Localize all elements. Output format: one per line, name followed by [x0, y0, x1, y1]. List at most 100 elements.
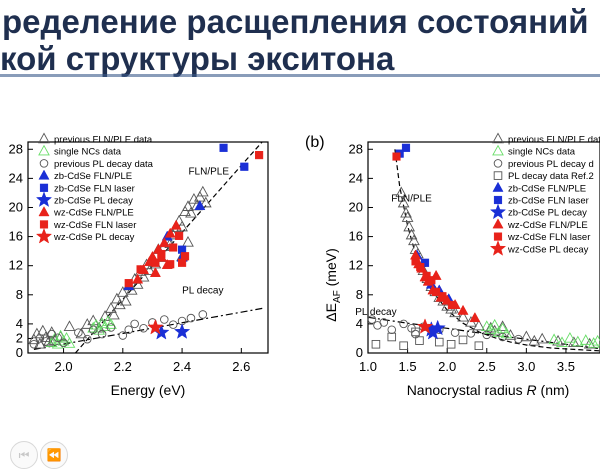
panel-1-data-point	[182, 235, 194, 247]
panel-2-data-point	[504, 329, 517, 340]
panel-1-y-tick-label: 24	[9, 170, 23, 185]
panel-1-legend-marker	[38, 144, 50, 156]
panel-1-legend-label: previous PL decay data	[54, 159, 154, 170]
panel-1-data-point	[111, 292, 123, 304]
panel-1-data-point	[193, 190, 206, 202]
panel-2-panel-label: (b)	[305, 134, 325, 151]
panel-1-data-point	[147, 318, 164, 335]
panel-2-y-tick-label: 20	[349, 199, 363, 214]
panel-2-data-point	[488, 318, 501, 330]
panel-1-legend-marker	[38, 132, 50, 144]
panel-1-legend-marker	[35, 191, 53, 207]
panel-1-data-point	[29, 339, 39, 349]
panel-2-x-axis-label: Nanocrystal radius R (nm)	[407, 382, 570, 398]
panel-1-data-point	[118, 331, 128, 340]
panel-1-data-point	[168, 320, 178, 329]
panel-2-data-point	[457, 310, 469, 322]
panel-1-data-point	[137, 270, 150, 282]
skip-back-icon[interactable]: ⏪	[40, 441, 68, 469]
panel-2-legend-label: zb-CdSe FLN laser	[508, 196, 589, 207]
panel-2-x-tick-label: 2.0	[438, 359, 456, 374]
panel-1-data-point	[60, 331, 73, 343]
panel-2-data-point	[399, 319, 408, 329]
panel-1-x-tick-label: 2.6	[232, 359, 250, 374]
slide-title-line-2: кой структуры экситона	[0, 40, 395, 77]
panel-2-data-point	[403, 220, 416, 232]
panel-2-data-point	[466, 329, 476, 338]
panel-1-data-point	[88, 325, 98, 334]
panel-1-data-point	[74, 328, 83, 337]
slide-title: ределение расщепления состояний кой стру…	[0, 0, 600, 78]
panel-2-legend-marker	[489, 240, 507, 256]
panel-1-data-point	[240, 162, 249, 171]
panel-1-annotation: PL decay	[182, 285, 223, 296]
panel-2-legend-label: single NCs data	[508, 147, 576, 158]
panel-2-x-tick-label: 1.5	[399, 359, 417, 374]
panel-1-data-point	[108, 308, 120, 320]
panel-1-data-point	[105, 302, 117, 313]
panel-2-data-point	[387, 325, 397, 334]
panel-2-y-tick-label: 4	[356, 316, 363, 331]
panel-2-legend-marker	[493, 159, 503, 168]
panel-2-data-point	[583, 337, 596, 349]
panel-2-x-tick-label: 2.5	[478, 359, 496, 374]
panel-1-data-point	[157, 249, 166, 259]
panel-2-data-point	[367, 315, 377, 324]
panel-1-data-point	[119, 294, 132, 306]
panel-2-data-point	[416, 263, 425, 272]
panel-2-y-tick-label: 0	[356, 345, 363, 360]
panel-2-data-point	[392, 152, 401, 161]
panel-2-legend-marker	[492, 132, 504, 144]
panel-1-data-point	[158, 237, 170, 248]
skip-to-start-icon[interactable]: ⏮	[10, 441, 38, 469]
panel-1-data-point	[143, 264, 156, 275]
panel-1-data-point	[170, 219, 182, 230]
panel-1-x-tick-label: 2.2	[114, 359, 132, 374]
panel-2-plot-frame	[367, 141, 600, 354]
panel-2-legend-label: previous PL decay d	[508, 159, 594, 170]
panel-2-data-point	[528, 334, 541, 346]
panel-1-data-point	[194, 199, 206, 211]
panel-2-data-point	[548, 333, 560, 345]
panel-2-x-tick-label: 3.5	[557, 359, 575, 374]
panel-1-data-point	[59, 338, 68, 348]
panel-1-legend-label: wz-CdSe FLN/PLE	[53, 208, 134, 219]
panel-1-data-point	[41, 337, 51, 346]
panel-1-legend-label: zb-CdSe PL decay	[54, 196, 133, 207]
panel-1-legend-label: zb-CdSe FLN/PLE	[54, 171, 132, 182]
panel-2-legend-label: wz-CdSe FLN laser	[507, 232, 590, 243]
panel-2-legend-label: wz-CdSe PL decay	[507, 244, 589, 255]
panel-2-annotation: FLN/PLE	[391, 194, 432, 205]
panel-2-data-point	[408, 234, 420, 246]
panel-2-data-point	[579, 334, 592, 345]
panel-1-data-point	[182, 200, 194, 211]
panel-2-data-point	[564, 331, 576, 343]
panel-1-y-tick-label: 2	[16, 330, 23, 345]
panel-1-x-tick-label: 2.4	[173, 359, 191, 374]
panel-1-data-point	[139, 323, 148, 333]
panel-1-legend-marker	[39, 220, 49, 229]
panel-1-y-tick-label: 0	[16, 345, 23, 360]
slide-title-line-1: ределение расщепления состояний	[2, 3, 589, 40]
panel-1-data-point	[130, 319, 139, 329]
panel-2-data-point	[401, 211, 414, 222]
panel-2-y-tick-label: 12	[349, 258, 363, 273]
panel-1-data-point	[151, 258, 160, 267]
panel-1-data-point	[160, 315, 169, 324]
panel-1-data-point	[198, 310, 208, 319]
panel-1-data-point	[255, 151, 264, 160]
panel-1-data-point	[164, 227, 176, 238]
panel-2-y-tick-label: 24	[349, 170, 363, 185]
panel-2-y-axis-label: ΔEAF (meV)	[323, 248, 343, 321]
panel-1-data-point	[219, 143, 228, 152]
panel-2-y-tick-label: 28	[349, 141, 363, 156]
title-divider	[0, 74, 600, 77]
panel-1-y-tick-label: 12	[9, 258, 23, 273]
panel-2-data-point	[450, 328, 460, 337]
panel-1-data-point	[132, 273, 144, 284]
panel-1-data-point	[180, 252, 190, 261]
panel-2-data-point	[387, 332, 397, 342]
panel-2-data-point	[498, 332, 507, 342]
panel-2-legend-label: zb-CdSe PL decay	[508, 208, 587, 219]
panel-1-x-axis-label: Energy (eV)	[111, 382, 186, 398]
